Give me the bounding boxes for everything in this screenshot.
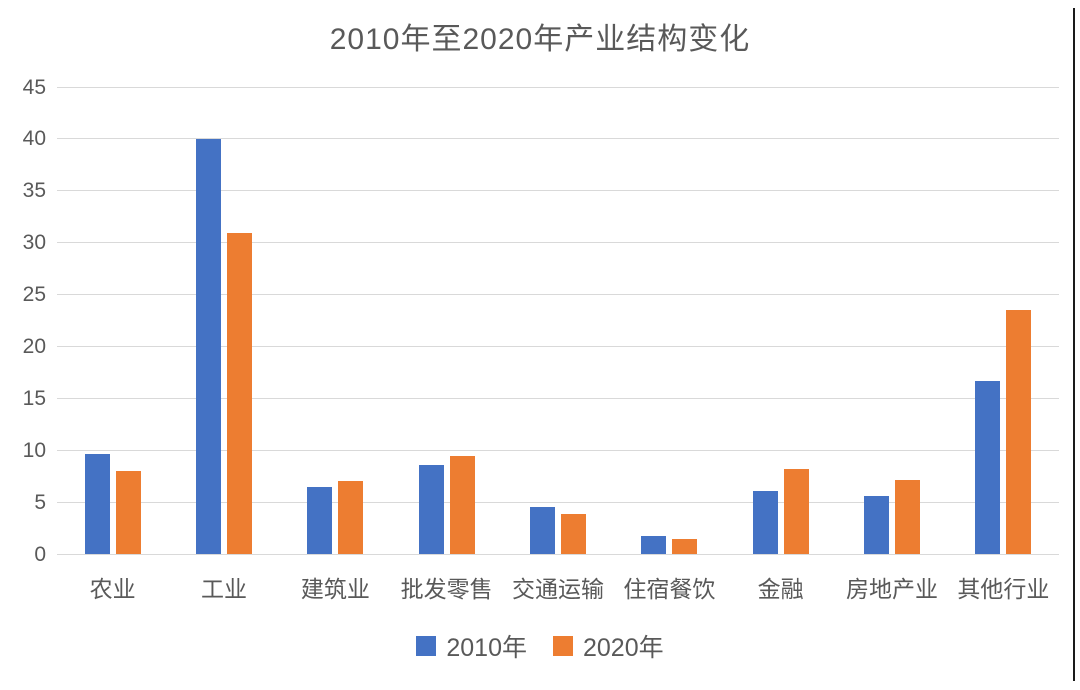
y-axis-tick-label: 15 bbox=[22, 386, 46, 410]
chart-title: 2010年至2020年产业结构变化 bbox=[329, 23, 751, 56]
y-axis-tick-label: 40 bbox=[22, 127, 46, 151]
bar-2010年-金融 bbox=[752, 490, 778, 554]
bar-2020年-农业 bbox=[115, 470, 141, 554]
category-label-工业: 工业 bbox=[200, 576, 247, 602]
y-axis-tick-label: 20 bbox=[22, 334, 46, 358]
legend-label-2020: 2020年 bbox=[583, 634, 664, 662]
category-label-住宿餐饮: 住宿餐饮 bbox=[623, 576, 716, 602]
y-axis-tick-label: 45 bbox=[22, 75, 46, 99]
legend: 2010年 2020年 bbox=[0, 628, 1080, 664]
legend-swatch-2010-icon bbox=[416, 636, 437, 656]
y-axis-tick-label: 10 bbox=[22, 438, 46, 462]
gridline-10 bbox=[57, 449, 1059, 451]
y-axis-tick-label: 30 bbox=[22, 231, 46, 255]
gridline-0 bbox=[57, 553, 1059, 555]
right-border-line bbox=[1073, 8, 1075, 681]
category-label-房地产业: 房地产业 bbox=[845, 576, 938, 602]
category-label-交通运输: 交通运输 bbox=[511, 576, 604, 602]
bar-2020年-金融 bbox=[783, 468, 809, 554]
category-label-其他行业: 其他行业 bbox=[957, 576, 1050, 602]
bar-2020年-交通运输 bbox=[561, 513, 586, 554]
bar-2020年-其他行业 bbox=[1006, 310, 1032, 554]
gridline-35 bbox=[57, 190, 1059, 192]
bar-2020年-工业 bbox=[227, 233, 252, 554]
gridline-45 bbox=[57, 86, 1059, 88]
gridline-5 bbox=[57, 501, 1059, 503]
gridline-20 bbox=[57, 345, 1059, 347]
category-label-批发零售: 批发零售 bbox=[400, 576, 493, 602]
legend-label-2010: 2010年 bbox=[446, 634, 527, 662]
bar-2010年-其他行业 bbox=[975, 380, 1001, 554]
category-label-建筑业: 建筑业 bbox=[300, 576, 370, 602]
bar-2020年-建筑业 bbox=[338, 481, 364, 554]
category-label-金融: 金融 bbox=[757, 576, 804, 602]
bar-2010年-住宿餐饮 bbox=[641, 536, 667, 554]
bar-2020年-住宿餐饮 bbox=[672, 539, 698, 554]
gridline-30 bbox=[57, 242, 1059, 244]
bar-2010年-交通运输 bbox=[530, 507, 555, 554]
gridline-25 bbox=[57, 294, 1059, 296]
y-axis-tick-label: 25 bbox=[22, 283, 46, 307]
legend-item-2010: 2010年 bbox=[416, 628, 527, 664]
bar-2010年-工业 bbox=[196, 138, 221, 554]
y-axis-tick-label: 35 bbox=[22, 179, 46, 203]
bar-2020年-批发零售 bbox=[449, 456, 475, 554]
bar-2010年-建筑业 bbox=[307, 486, 333, 554]
y-axis-tick-label: 0 bbox=[34, 542, 46, 566]
gridline-40 bbox=[57, 138, 1059, 140]
bar-2020年-房地产业 bbox=[895, 480, 920, 554]
legend-swatch-2020-icon bbox=[553, 636, 573, 656]
bar-2010年-批发零售 bbox=[418, 464, 444, 554]
bar-2010年-房地产业 bbox=[864, 495, 889, 554]
legend-item-2020: 2020年 bbox=[553, 628, 664, 664]
gridline-15 bbox=[57, 397, 1059, 399]
bar-2010年-农业 bbox=[84, 454, 110, 554]
category-label-农业: 农业 bbox=[89, 576, 136, 602]
y-axis-tick-label: 5 bbox=[34, 490, 46, 514]
